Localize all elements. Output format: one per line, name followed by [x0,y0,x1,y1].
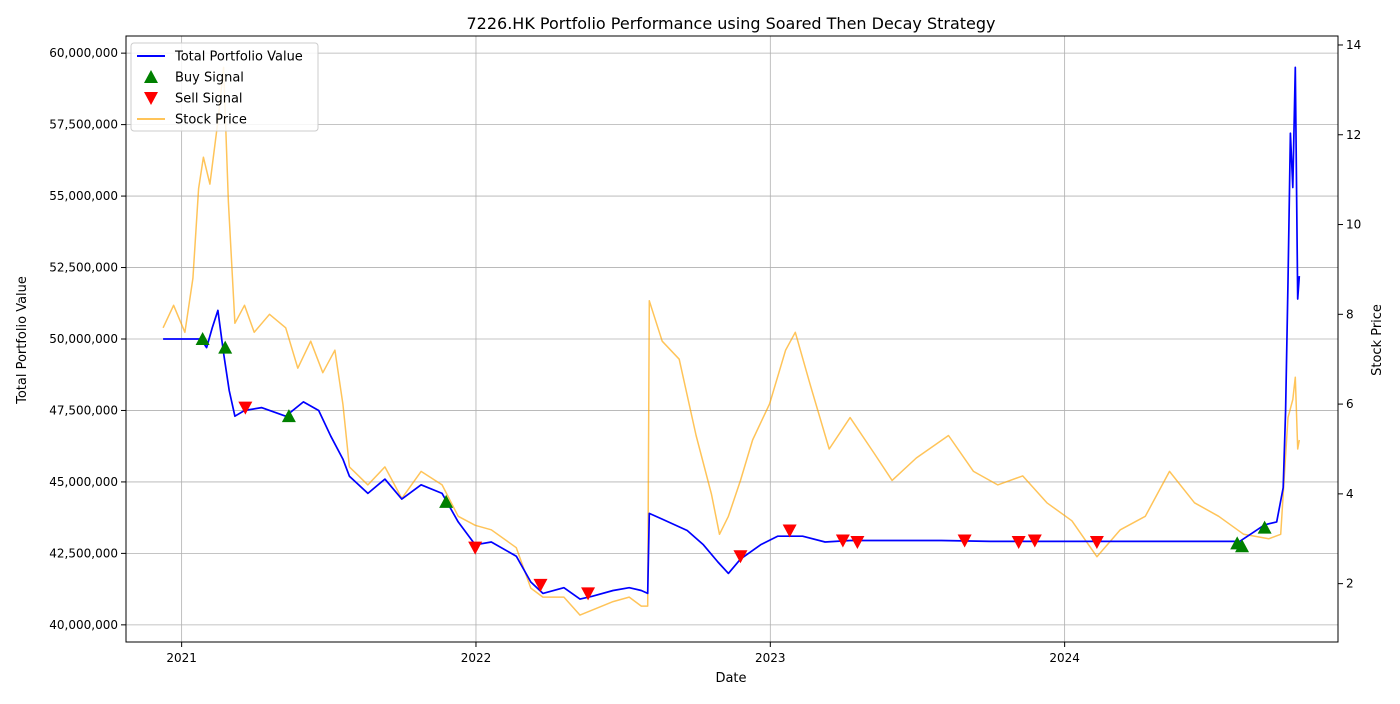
y-tick-label: 57,500,000 [49,118,118,132]
y2-tick-label: 12 [1346,128,1361,142]
signal-markers [195,332,1272,601]
y2-tick-label: 6 [1346,397,1354,411]
sell-signal-marker [1027,534,1042,548]
y-tick-label: 40,000,000 [49,618,118,632]
y-tick-label: 55,000,000 [49,189,118,203]
y-tick-label: 50,000,000 [49,332,118,346]
x-tick-label: 2023 [755,651,786,665]
sell-signal-marker [1089,535,1104,549]
sell-signal-marker [850,535,865,549]
y-tick-label: 45,000,000 [49,475,118,489]
y-axis-right: 2 4 6 8 10 12 14 [1338,38,1361,591]
y2-tick-label: 8 [1346,307,1354,321]
y2-tick-label: 10 [1346,218,1361,232]
y-tick-label: 42,500,000 [49,546,118,560]
stock-price-line [162,66,1301,616]
sell-signal-marker [1011,535,1026,549]
legend-swatch-sell [144,92,158,105]
legend-label: Stock Price [175,113,247,128]
price-series [162,66,1301,616]
y-tick-label: 60,000,000 [49,46,118,60]
sell-signal-marker [533,578,548,592]
grid [126,36,1338,642]
x-tick-label: 2021 [166,651,197,665]
buy-signal-marker [218,340,233,354]
x-tick-label: 2022 [461,651,492,665]
x-tick-label: 2024 [1049,651,1080,665]
sell-signal-marker [835,534,850,548]
y-axis-left: 40,000,000 42,500,000 45,000,000 47,500,000… [49,46,126,632]
legend-label: Total Portfolio Value [174,50,303,65]
portfolio-series [163,66,1301,600]
y2-tick-label: 14 [1346,38,1361,52]
sell-signal-marker [238,401,253,415]
sell-signal-marker [581,587,596,601]
y-axis-label: Total Portfolio Value [15,276,30,405]
legend-box [130,42,319,132]
buy-signal-marker [439,494,454,508]
portfolio-value-line [163,66,1301,600]
y2-axis-label: Stock Price [1370,304,1385,376]
buy-signal-marker [281,409,296,423]
y2-tick-label: 4 [1346,487,1354,501]
buy-signal-marker [1235,539,1250,553]
x-axis-label: Date [715,671,746,686]
sell-signal-marker [782,524,797,538]
y-tick-label: 47,500,000 [49,403,118,417]
y-tick-label: 52,500,000 [49,261,118,275]
legend-label: Buy Signal [175,71,244,86]
sell-signal-marker [957,534,972,548]
sell-signal-marker [733,550,748,564]
buy-signal-marker [1257,520,1272,534]
chart-title: 7226.HK Portfolio Performance using Soar… [466,14,995,33]
legend-swatch-buy [144,70,158,83]
legend: Total Portfolio Value Buy Signal Sell Sign… [130,42,319,132]
buy-signal-marker [195,332,210,345]
sell-signal-marker [468,541,483,555]
y2-tick-label: 2 [1346,577,1354,591]
legend-label: Sell Signal [175,92,243,107]
x-axis: 2021 2022 2023 2024 [166,642,1080,665]
